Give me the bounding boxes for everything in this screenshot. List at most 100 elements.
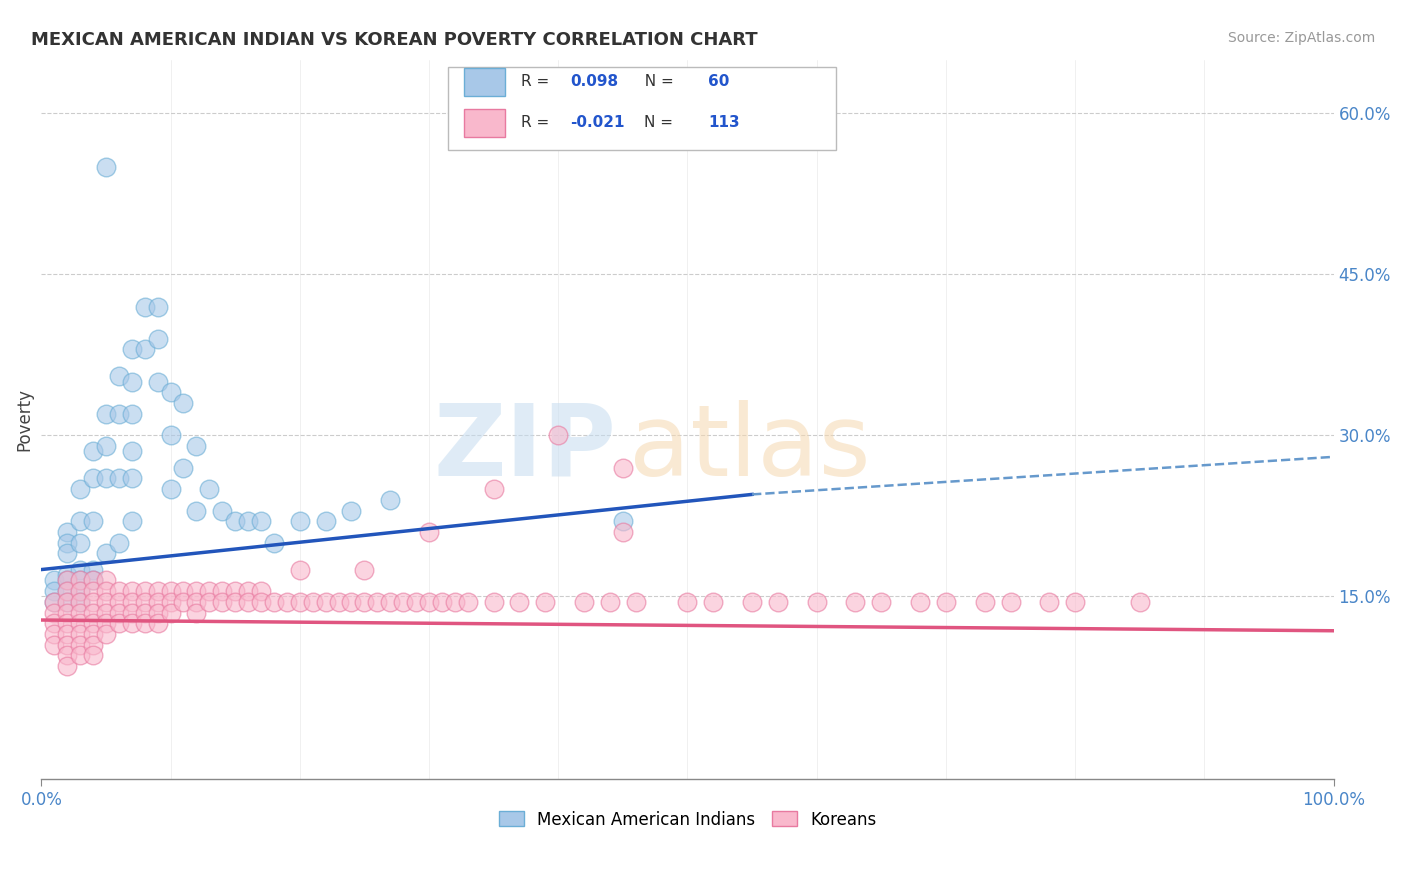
Point	[418, 524, 440, 539]
Point	[94, 616, 117, 631]
Point	[69, 584, 91, 599]
Point	[288, 595, 311, 609]
Point	[159, 385, 181, 400]
Point	[121, 343, 143, 357]
Point	[44, 595, 66, 609]
Point	[198, 595, 221, 609]
Point	[288, 514, 311, 528]
Point	[186, 606, 208, 620]
Point	[44, 616, 66, 631]
Point	[146, 606, 169, 620]
Point	[134, 584, 156, 599]
Legend: Mexican American Indians, Koreans: Mexican American Indians, Koreans	[492, 804, 883, 835]
Point	[173, 584, 195, 599]
Point	[288, 563, 311, 577]
Point	[547, 428, 569, 442]
Point	[870, 595, 893, 609]
FancyBboxPatch shape	[464, 109, 505, 136]
Point	[418, 595, 440, 609]
Point	[146, 584, 169, 599]
Point	[44, 574, 66, 588]
Point	[353, 563, 375, 577]
Point	[146, 300, 169, 314]
Point	[121, 514, 143, 528]
Point	[56, 546, 79, 560]
Point	[56, 595, 79, 609]
Point	[380, 595, 402, 609]
Point	[56, 584, 79, 599]
Point	[146, 595, 169, 609]
Point	[935, 595, 957, 609]
Point	[56, 648, 79, 663]
Point	[82, 648, 104, 663]
Point	[134, 616, 156, 631]
Text: -0.021: -0.021	[569, 115, 624, 130]
FancyBboxPatch shape	[464, 68, 505, 95]
Point	[134, 606, 156, 620]
Point	[69, 584, 91, 599]
Point	[612, 460, 634, 475]
Point	[1129, 595, 1152, 609]
Point	[1064, 595, 1087, 609]
Point	[186, 584, 208, 599]
Point	[186, 503, 208, 517]
Point	[94, 471, 117, 485]
Point	[250, 514, 273, 528]
Point	[340, 595, 363, 609]
Point	[82, 514, 104, 528]
Point	[741, 595, 763, 609]
Point	[159, 584, 181, 599]
Point	[236, 514, 259, 528]
Point	[380, 492, 402, 507]
Y-axis label: Poverty: Poverty	[15, 388, 32, 450]
Point	[82, 563, 104, 577]
Point	[82, 444, 104, 458]
Point	[56, 584, 79, 599]
Point	[159, 428, 181, 442]
Point	[108, 535, 131, 549]
Point	[56, 616, 79, 631]
Point	[44, 606, 66, 620]
Point	[224, 514, 246, 528]
Point	[108, 369, 131, 384]
FancyBboxPatch shape	[449, 67, 837, 150]
Point	[56, 638, 79, 652]
Point	[353, 595, 375, 609]
Point	[159, 606, 181, 620]
Point	[173, 595, 195, 609]
Point	[121, 616, 143, 631]
Point	[224, 595, 246, 609]
Text: atlas: atlas	[630, 400, 870, 497]
Point	[69, 638, 91, 652]
Point	[186, 439, 208, 453]
Text: N =: N =	[634, 74, 678, 89]
Point	[82, 606, 104, 620]
Point	[146, 616, 169, 631]
Point	[44, 627, 66, 641]
Point	[340, 503, 363, 517]
Point	[211, 595, 233, 609]
Point	[69, 514, 91, 528]
Point	[69, 482, 91, 496]
Point	[56, 574, 79, 588]
Point	[301, 595, 323, 609]
Point	[624, 595, 647, 609]
Point	[844, 595, 866, 609]
Point	[94, 407, 117, 421]
Point	[121, 471, 143, 485]
Point	[108, 595, 131, 609]
Point	[146, 375, 169, 389]
Point	[69, 595, 91, 609]
Point	[56, 524, 79, 539]
Text: 0.098: 0.098	[569, 74, 619, 89]
Point	[224, 584, 246, 599]
Point	[263, 595, 285, 609]
Point	[405, 595, 427, 609]
Point	[69, 595, 91, 609]
Point	[430, 595, 453, 609]
Point	[44, 595, 66, 609]
Point	[69, 563, 91, 577]
Point	[134, 343, 156, 357]
Point	[94, 595, 117, 609]
Text: Source: ZipAtlas.com: Source: ZipAtlas.com	[1227, 31, 1375, 45]
